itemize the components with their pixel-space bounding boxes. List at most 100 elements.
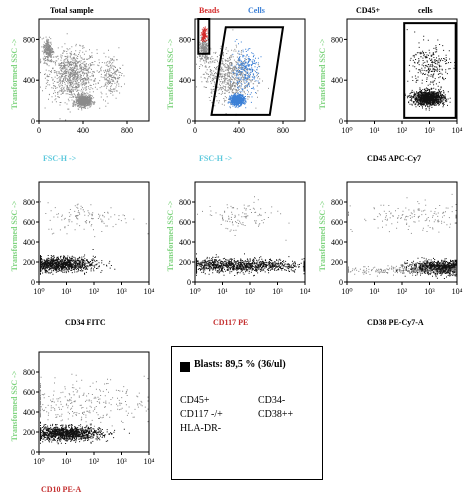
x-tick-label: 10² bbox=[397, 287, 408, 296]
x-tick-label: 10⁰ bbox=[33, 287, 44, 296]
y-tick-label: 800 bbox=[23, 35, 35, 44]
event-cluster bbox=[96, 47, 125, 107]
scatter-plot-4: 0 200 400 600 800 10⁰ 10¹ 10² 10³ 10⁴ Transformed … bbox=[10, 181, 155, 327]
y-tick-label: 600 bbox=[23, 218, 35, 227]
y-tick-label: 0 bbox=[31, 448, 35, 457]
y-axis-label: Transformed SSC -> bbox=[318, 200, 327, 271]
y-tick-label: 0 bbox=[187, 278, 191, 287]
marker-cd38: CD38++ bbox=[258, 409, 294, 420]
y-axis-label: Transformed SSC -> bbox=[166, 200, 175, 271]
scatter-points bbox=[40, 373, 149, 445]
x-tick-label: 10¹ bbox=[369, 126, 380, 135]
scatter-plot-6: 0 200 400 600 800 10⁰ 10¹ 10² 10³ 10⁴ Transformed … bbox=[318, 181, 463, 327]
x-tick-label: 10⁴ bbox=[452, 287, 463, 296]
y-axis-label: Transformed SSC -> bbox=[318, 38, 327, 109]
x-tick-label: 10³ bbox=[116, 287, 127, 296]
x-tick-label: 10⁴ bbox=[300, 287, 311, 296]
event-cluster bbox=[68, 92, 96, 111]
event-cluster bbox=[197, 29, 211, 68]
y-axis-label: Transformed SSC -> bbox=[166, 38, 175, 109]
plot-title-right: cells bbox=[418, 6, 433, 15]
x-tick-label: 0 bbox=[193, 126, 197, 135]
x-tick-label: 10² bbox=[397, 126, 408, 135]
event-cluster bbox=[40, 418, 130, 445]
x-axis-label: CD34 FITC bbox=[65, 318, 106, 327]
y-tick-label: 400 bbox=[23, 76, 35, 85]
y-tick-label: 400 bbox=[331, 76, 343, 85]
y-tick-label: 200 bbox=[179, 258, 191, 267]
x-tick-label: 10⁰ bbox=[341, 287, 352, 296]
y-tick-label: 600 bbox=[23, 388, 35, 397]
scatter-plot-7: 0 200 400 600 800 10⁰ 10¹ 10² 10³ 10⁴ Transformed … bbox=[10, 351, 155, 494]
plot-title: CD45+ bbox=[356, 6, 381, 15]
scatter-points bbox=[196, 26, 269, 116]
blast-swatch bbox=[180, 362, 190, 372]
y-tick-label: 800 bbox=[179, 198, 191, 207]
event-cluster bbox=[230, 39, 262, 98]
scatter-points bbox=[40, 33, 125, 121]
marker-cd117: CD117 -/+ bbox=[180, 409, 223, 420]
x-tick-label: 10⁴ bbox=[452, 126, 463, 135]
plot-frame bbox=[346, 18, 458, 122]
gate-outline bbox=[210, 26, 285, 116]
x-tick-label: 10³ bbox=[272, 287, 283, 296]
y-tick-label: 0 bbox=[339, 117, 343, 126]
y-tick-label: 400 bbox=[179, 238, 191, 247]
marker-cd34: CD34- bbox=[258, 395, 286, 406]
x-tick-label: 10⁰ bbox=[189, 287, 200, 296]
x-axis-label: CD45 APC-Cy7 bbox=[367, 154, 421, 163]
x-tick-label: 10² bbox=[89, 457, 100, 466]
x-tick-label: 10¹ bbox=[61, 457, 72, 466]
scatter-points bbox=[196, 196, 305, 277]
event-cluster bbox=[348, 264, 457, 277]
scatter-plot-2: 0 400 800 0 400 800 Transformed SSC -> FSC-H ->… bbox=[166, 6, 306, 163]
y-tick-label: 0 bbox=[339, 278, 343, 287]
x-tick-label: 10¹ bbox=[217, 287, 228, 296]
legend-panel: Blasts: 89,5 % (36/ul) CD45+ CD34- CD117… bbox=[171, 346, 323, 480]
y-axis-label: Transformed SSC -> bbox=[10, 370, 19, 441]
event-cluster bbox=[200, 26, 209, 42]
x-tick-label: 10² bbox=[89, 287, 100, 296]
x-tick-label: 10⁰ bbox=[341, 126, 352, 135]
scatter-plot-3: 0 400 800 10⁰ 10¹ 10² 10³ 10⁴ Transformed SSC ->… bbox=[318, 6, 463, 163]
plot-title: Total sample bbox=[50, 6, 94, 15]
y-tick-label: 400 bbox=[23, 238, 35, 247]
x-tick-label: 10⁴ bbox=[144, 457, 155, 466]
y-axis-label: Transformed SSC -> bbox=[10, 38, 19, 109]
y-tick-label: 800 bbox=[331, 35, 343, 44]
marker-hladr: HLA-DR- bbox=[180, 423, 222, 434]
x-tick-label: 10¹ bbox=[61, 287, 72, 296]
marker-cd45: CD45+ bbox=[180, 395, 210, 406]
x-tick-label: 800 bbox=[277, 126, 289, 135]
gate-label-beads: Beads bbox=[199, 6, 219, 15]
legend-title: Blasts: 89,5 % (36/ul) bbox=[194, 359, 286, 370]
scatter-points bbox=[403, 29, 457, 111]
y-tick-label: 800 bbox=[331, 198, 343, 207]
y-tick-label: 0 bbox=[187, 117, 191, 126]
scatter-points bbox=[40, 201, 149, 275]
y-tick-label: 600 bbox=[179, 218, 191, 227]
x-tick-label: 400 bbox=[77, 126, 89, 135]
event-cluster bbox=[196, 253, 305, 277]
x-tick-label: 0 bbox=[37, 126, 41, 135]
x-axis-label: CD10 PE-A bbox=[41, 485, 81, 494]
y-tick-label: 0 bbox=[31, 117, 35, 126]
event-cluster bbox=[403, 85, 457, 111]
y-tick-label: 400 bbox=[179, 76, 191, 85]
gate-label-cells: Cells bbox=[248, 6, 265, 15]
y-tick-label: 0 bbox=[31, 278, 35, 287]
y-tick-label: 200 bbox=[331, 258, 343, 267]
y-tick-label: 400 bbox=[23, 408, 35, 417]
plot-frame bbox=[38, 18, 150, 122]
event-cluster bbox=[40, 33, 112, 121]
scatter-plot-1: 0 400 800 0 400 800 Transformed SSC -> FSC-H ->… bbox=[10, 6, 150, 163]
y-tick-label: 600 bbox=[331, 218, 343, 227]
x-tick-label: 400 bbox=[233, 126, 245, 135]
event-cluster bbox=[40, 36, 56, 67]
x-tick-label: 10³ bbox=[116, 457, 127, 466]
x-tick-label: 10² bbox=[245, 287, 256, 296]
x-axis-label: CD117 PE bbox=[213, 318, 248, 327]
x-axis-label: FSC-H -> bbox=[199, 154, 233, 163]
event-cluster bbox=[227, 92, 252, 109]
